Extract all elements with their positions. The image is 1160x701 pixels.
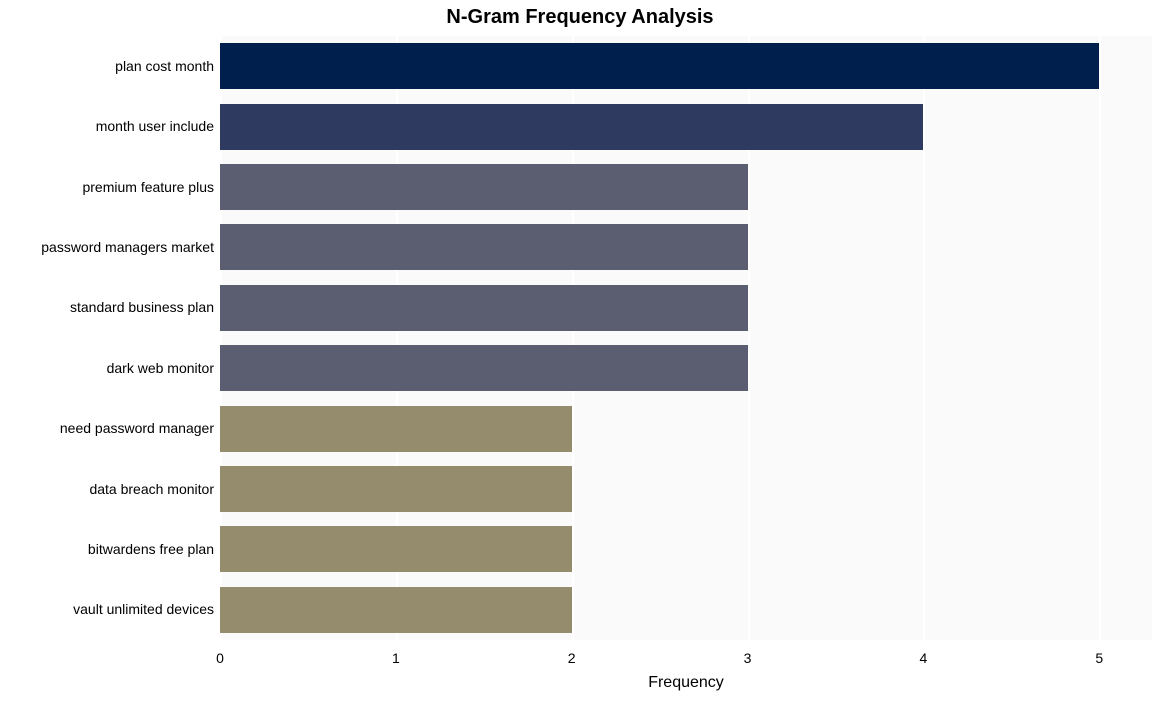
y-tick-label: password managers market <box>41 239 214 255</box>
x-tick-label: 5 <box>1095 650 1103 666</box>
bar <box>220 224 748 270</box>
gridline <box>1099 36 1101 640</box>
bar <box>220 466 572 512</box>
x-tick-label: 1 <box>392 650 400 666</box>
x-tick-label: 4 <box>919 650 927 666</box>
plot-area <box>220 36 1152 640</box>
bar <box>220 164 748 210</box>
ngram-chart: N-Gram Frequency Analysis Frequency 0 1 2 3… <box>0 0 1160 701</box>
x-axis-label: Frequency <box>626 674 746 692</box>
bar <box>220 285 748 331</box>
bar <box>220 43 1099 89</box>
y-tick-label: need password manager <box>60 420 214 436</box>
y-tick-label: month user include <box>96 118 214 134</box>
bar <box>220 406 572 452</box>
y-tick-label: vault unlimited devices <box>73 601 214 617</box>
y-tick-label: bitwardens free plan <box>88 541 214 557</box>
bar <box>220 104 923 150</box>
x-tick-label: 3 <box>744 650 752 666</box>
bar <box>220 345 748 391</box>
chart-title: N-Gram Frequency Analysis <box>0 6 1160 29</box>
bar <box>220 526 572 572</box>
y-tick-label: data breach monitor <box>89 481 214 497</box>
y-tick-label: plan cost month <box>115 58 214 74</box>
x-tick-label: 2 <box>568 650 576 666</box>
bar <box>220 587 572 633</box>
y-tick-label: premium feature plus <box>82 179 214 195</box>
x-tick-label: 0 <box>216 650 224 666</box>
y-tick-label: standard business plan <box>70 299 214 315</box>
gridline <box>923 36 925 640</box>
y-tick-label: dark web monitor <box>107 360 214 376</box>
